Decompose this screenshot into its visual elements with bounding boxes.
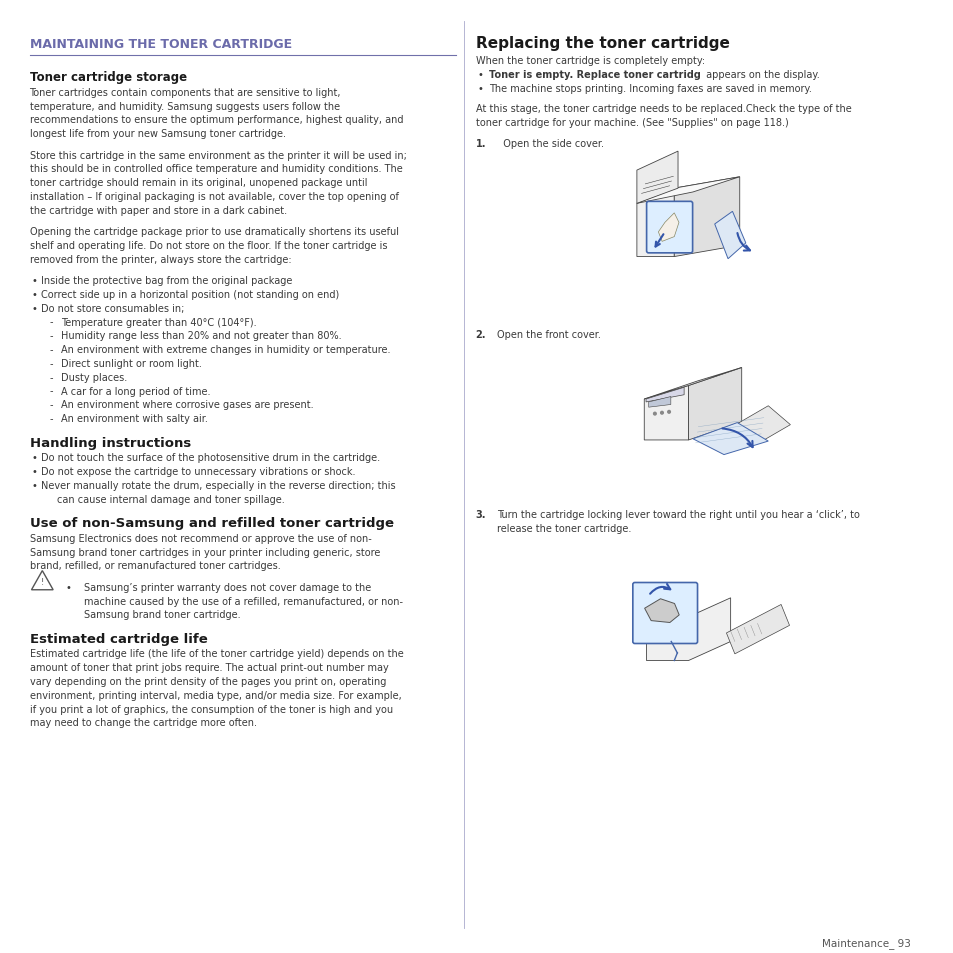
Text: Toner is empty. Replace toner cartridg: Toner is empty. Replace toner cartridg xyxy=(489,70,700,80)
Text: !: ! xyxy=(41,578,44,586)
Polygon shape xyxy=(637,177,739,204)
Text: When the toner cartridge is completely empty:: When the toner cartridge is completely e… xyxy=(476,56,704,66)
Text: toner cartridge for your machine. (See "Supplies" on page 118.): toner cartridge for your machine. (See "… xyxy=(476,118,787,128)
Polygon shape xyxy=(644,599,679,623)
Text: -: - xyxy=(50,386,52,396)
Text: machine caused by the use of a refilled, remanufactured, or non-: machine caused by the use of a refilled,… xyxy=(84,596,402,606)
Text: recommendations to ensure the optimum performance, highest quality, and: recommendations to ensure the optimum pe… xyxy=(30,115,402,125)
Text: •: • xyxy=(66,582,71,592)
Text: MAINTAINING THE TONER CARTRIDGE: MAINTAINING THE TONER CARTRIDGE xyxy=(30,38,292,51)
Text: Use of non-Samsung and refilled toner cartridge: Use of non-Samsung and refilled toner ca… xyxy=(30,517,393,530)
Text: Humidity range less than 20% and not greater than 80%.: Humidity range less than 20% and not gre… xyxy=(61,331,341,341)
Text: release the toner cartridge.: release the toner cartridge. xyxy=(497,523,631,534)
Text: Replacing the toner cartridge: Replacing the toner cartridge xyxy=(476,36,729,51)
Text: Do not touch the surface of the photosensitive drum in the cartridge.: Do not touch the surface of the photosen… xyxy=(41,453,380,463)
FancyBboxPatch shape xyxy=(646,202,692,253)
Text: Direct sunlight or room light.: Direct sunlight or room light. xyxy=(61,358,202,369)
Text: The machine stops printing. Incoming faxes are saved in memory.: The machine stops printing. Incoming fax… xyxy=(489,84,811,93)
Text: Toner cartridges contain components that are sensitive to light,: Toner cartridges contain components that… xyxy=(30,88,340,98)
Polygon shape xyxy=(692,423,767,456)
Text: Samsung Electronics does not recommend or approve the use of non-: Samsung Electronics does not recommend o… xyxy=(30,534,371,543)
Text: vary depending on the print density of the pages you print on, operating: vary depending on the print density of t… xyxy=(30,677,386,686)
Text: •: • xyxy=(477,84,483,93)
Text: Opening the cartridge package prior to use dramatically shortens its useful: Opening the cartridge package prior to u… xyxy=(30,227,398,237)
Text: An environment where corrosive gases are present.: An environment where corrosive gases are… xyxy=(61,400,314,410)
Text: temperature, and humidity. Samsung suggests users follow the: temperature, and humidity. Samsung sugge… xyxy=(30,101,339,112)
Text: Open the side cover.: Open the side cover. xyxy=(497,138,603,149)
Text: -: - xyxy=(50,317,52,327)
Text: Samsung brand toner cartridge.: Samsung brand toner cartridge. xyxy=(84,610,240,619)
Text: •: • xyxy=(31,303,37,314)
Text: Maintenance_ 93: Maintenance_ 93 xyxy=(821,937,910,948)
Text: •: • xyxy=(31,453,37,463)
Text: •: • xyxy=(31,275,37,286)
Text: this should be in controlled office temperature and humidity conditions. The: this should be in controlled office temp… xyxy=(30,164,402,174)
Text: Samsung brand toner cartridges in your printer including generic, store: Samsung brand toner cartridges in your p… xyxy=(30,547,379,557)
Text: Never manually rotate the drum, especially in the reverse direction; this: Never manually rotate the drum, especial… xyxy=(41,480,395,491)
Text: •: • xyxy=(31,480,37,491)
Polygon shape xyxy=(643,386,688,440)
Text: •: • xyxy=(477,70,483,80)
Text: Turn the cartridge locking lever toward the right until you hear a ‘click’, to: Turn the cartridge locking lever toward … xyxy=(497,510,860,519)
Polygon shape xyxy=(737,406,790,443)
Text: -: - xyxy=(50,358,52,369)
Text: can cause internal damage and toner spillage.: can cause internal damage and toner spil… xyxy=(57,495,285,504)
Circle shape xyxy=(667,411,670,414)
FancyBboxPatch shape xyxy=(632,583,697,644)
Text: Inside the protective bag from the original package: Inside the protective bag from the origi… xyxy=(41,275,293,286)
Text: installation – If original packaging is not available, cover the top opening of: installation – If original packaging is … xyxy=(30,192,398,202)
Text: Handling instructions: Handling instructions xyxy=(30,436,191,450)
Text: •: • xyxy=(31,290,37,299)
Text: An environment with extreme changes in humidity or temperature.: An environment with extreme changes in h… xyxy=(61,345,390,355)
Polygon shape xyxy=(688,368,740,440)
Text: -: - xyxy=(50,345,52,355)
Text: A car for a long period of time.: A car for a long period of time. xyxy=(61,386,211,396)
Text: Store this cartridge in the same environment as the printer it will be used in;: Store this cartridge in the same environ… xyxy=(30,151,406,160)
Text: Do not store consumables in;: Do not store consumables in; xyxy=(41,303,185,314)
Text: Estimated cartridge life (the life of the toner cartridge yield) depends on the: Estimated cartridge life (the life of th… xyxy=(30,649,403,659)
Text: •: • xyxy=(31,467,37,476)
Polygon shape xyxy=(643,368,740,399)
Polygon shape xyxy=(648,397,670,408)
Text: Temperature greater than 40°C (104°F).: Temperature greater than 40°C (104°F). xyxy=(61,317,256,327)
Text: -: - xyxy=(50,400,52,410)
Polygon shape xyxy=(646,598,730,660)
Text: -: - xyxy=(50,373,52,382)
Text: amount of toner that print jobs require. The actual print-out number may: amount of toner that print jobs require.… xyxy=(30,662,388,673)
Text: -: - xyxy=(50,414,52,424)
Text: -: - xyxy=(50,331,52,341)
Text: Correct side up in a horizontal position (not standing on end): Correct side up in a horizontal position… xyxy=(41,290,339,299)
Text: Toner cartridge storage: Toner cartridge storage xyxy=(30,71,187,85)
Text: Samsung’s printer warranty does not cover damage to the: Samsung’s printer warranty does not cove… xyxy=(84,582,371,592)
Text: Open the front cover.: Open the front cover. xyxy=(497,329,600,339)
Text: An environment with salty air.: An environment with salty air. xyxy=(61,414,208,424)
Text: appears on the display.: appears on the display. xyxy=(701,70,819,80)
Text: toner cartridge should remain in its original, unopened package until: toner cartridge should remain in its ori… xyxy=(30,178,367,188)
Polygon shape xyxy=(714,213,745,259)
Text: At this stage, the toner cartridge needs to be replaced.Check the type of the: At this stage, the toner cartridge needs… xyxy=(476,104,850,114)
Text: environment, printing interval, media type, and/or media size. For example,: environment, printing interval, media ty… xyxy=(30,690,401,700)
Polygon shape xyxy=(658,213,679,242)
Text: if you print a lot of graphics, the consumption of the toner is high and you: if you print a lot of graphics, the cons… xyxy=(30,704,393,714)
Polygon shape xyxy=(674,177,739,257)
Text: Estimated cartridge life: Estimated cartridge life xyxy=(30,633,207,645)
Polygon shape xyxy=(645,388,683,402)
Polygon shape xyxy=(637,189,674,257)
Text: Dusty places.: Dusty places. xyxy=(61,373,127,382)
Text: 3.: 3. xyxy=(476,510,486,519)
Text: the cartridge with paper and store in a dark cabinet.: the cartridge with paper and store in a … xyxy=(30,206,286,215)
Text: Do not expose the cartridge to unnecessary vibrations or shock.: Do not expose the cartridge to unnecessa… xyxy=(41,467,355,476)
Circle shape xyxy=(660,412,662,415)
Text: brand, refilled, or remanufactured toner cartridges.: brand, refilled, or remanufactured toner… xyxy=(30,560,280,571)
Text: removed from the printer, always store the cartridge:: removed from the printer, always store t… xyxy=(30,254,291,265)
Text: may need to change the cartridge more often.: may need to change the cartridge more of… xyxy=(30,718,256,728)
Text: shelf and operating life. Do not store on the floor. If the toner cartridge is: shelf and operating life. Do not store o… xyxy=(30,241,387,251)
Text: 2.: 2. xyxy=(476,329,486,339)
Polygon shape xyxy=(725,605,789,654)
Text: 1.: 1. xyxy=(476,138,486,149)
Text: longest life from your new Samsung toner cartridge.: longest life from your new Samsung toner… xyxy=(30,129,285,139)
Circle shape xyxy=(653,413,656,416)
Polygon shape xyxy=(637,152,678,204)
